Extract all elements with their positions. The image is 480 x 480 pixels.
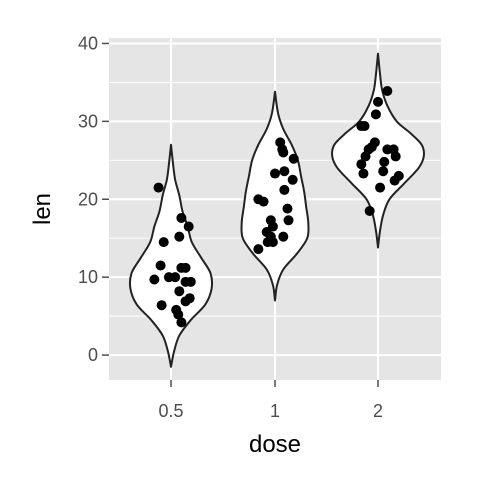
violin-dose-0.5 — [128, 143, 214, 368]
data-point — [282, 203, 293, 214]
data-point — [375, 182, 386, 193]
data-point — [180, 262, 191, 273]
data-point — [364, 205, 375, 216]
data-point — [258, 196, 269, 207]
y-axis-title: len — [29, 193, 56, 225]
y-tick-label: 40 — [78, 33, 98, 53]
data-point — [279, 184, 290, 195]
data-point — [358, 168, 369, 179]
x-tick-label: 2 — [373, 401, 383, 421]
data-points — [149, 85, 404, 328]
data-point — [370, 109, 381, 120]
data-point — [149, 274, 160, 285]
data-point — [156, 300, 167, 311]
data-point — [382, 144, 393, 155]
data-point — [288, 153, 299, 164]
x-axis-title: dose — [249, 431, 301, 458]
data-point — [170, 272, 181, 283]
data-point — [183, 221, 194, 232]
data-point — [283, 215, 294, 226]
data-point — [390, 151, 401, 162]
data-point — [173, 309, 184, 320]
y-tick-label: 20 — [78, 189, 98, 209]
data-point — [155, 260, 166, 271]
data-point — [356, 121, 367, 132]
data-point — [176, 212, 187, 223]
data-point — [373, 96, 383, 107]
data-point — [278, 147, 289, 158]
data-point — [270, 168, 280, 179]
data-point — [158, 237, 169, 248]
y-axis: 0 10 20 30 40 — [78, 33, 109, 365]
data-point — [176, 317, 187, 328]
data-point — [360, 151, 371, 162]
data-point — [174, 286, 185, 297]
data-point — [382, 85, 393, 96]
x-tick-label: 0.5 — [158, 401, 183, 421]
x-tick-label: 1 — [270, 401, 280, 421]
data-point — [389, 175, 400, 186]
data-point — [287, 174, 298, 185]
y-tick-label: 0 — [88, 345, 98, 365]
data-point — [185, 276, 196, 287]
data-point — [378, 166, 389, 177]
data-point — [278, 231, 289, 242]
data-point — [180, 296, 191, 307]
x-axis: 0.5 1 2 — [158, 380, 383, 421]
y-tick-label: 10 — [78, 267, 98, 287]
data-point — [253, 244, 264, 255]
data-point — [356, 159, 367, 170]
data-point — [379, 156, 390, 167]
data-point — [153, 182, 164, 193]
data-point — [279, 166, 290, 177]
violin-dose-2 — [331, 52, 425, 249]
data-point — [174, 231, 185, 242]
data-point — [262, 237, 273, 248]
y-tick-label: 30 — [78, 111, 98, 131]
